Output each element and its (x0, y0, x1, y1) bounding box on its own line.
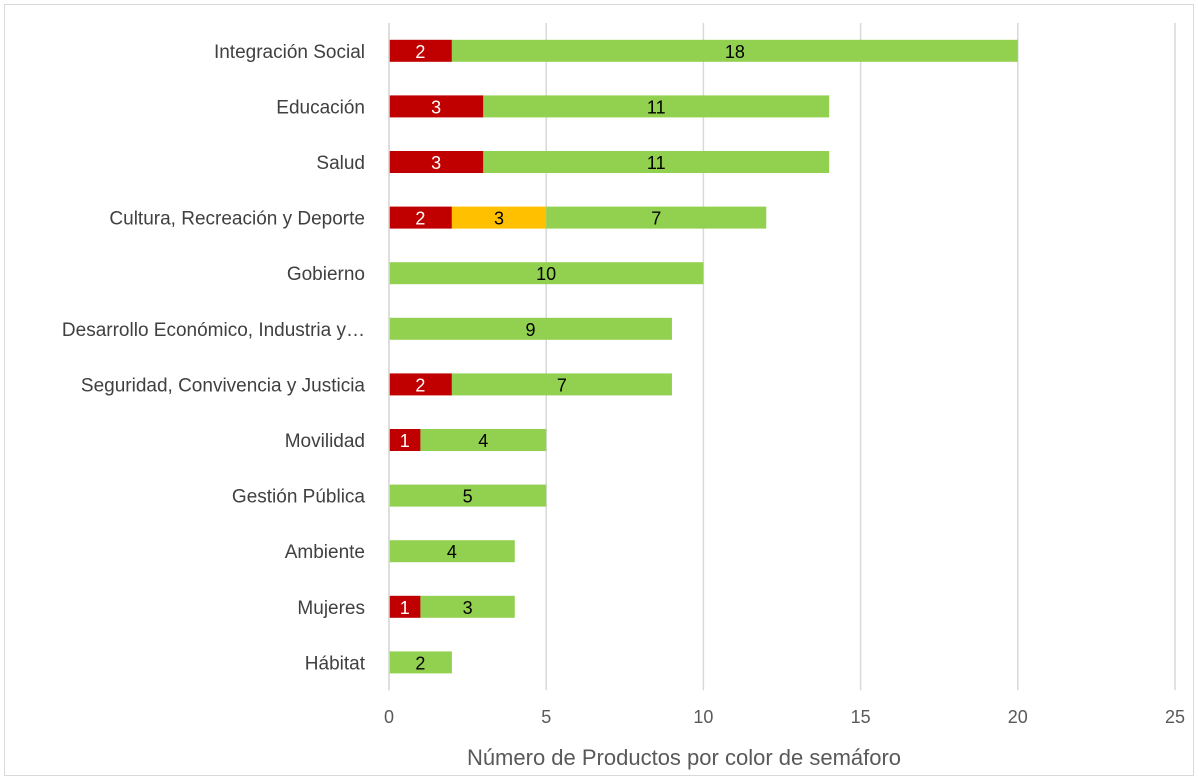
data-label: 2 (415, 209, 425, 229)
bar-segment (451, 373, 672, 396)
bar-segment (389, 206, 452, 229)
bar-row: 5 (389, 484, 547, 507)
x-tick-label: 10 (693, 707, 713, 727)
data-label: 2 (415, 375, 425, 395)
category-label: Salud (316, 153, 365, 174)
data-label: 7 (557, 375, 567, 395)
category-label: Integración Social (214, 42, 365, 63)
category-label: Movilidad (285, 431, 365, 452)
x-tick-label: 0 (384, 707, 394, 727)
bar-segment (389, 484, 547, 507)
bar-segment (389, 595, 421, 618)
category-label: Mujeres (297, 598, 365, 619)
data-label: 1 (400, 431, 410, 451)
data-label: 11 (647, 153, 666, 173)
bar-segment (451, 206, 547, 229)
data-label: 3 (494, 209, 504, 229)
bar-row: 9 (389, 317, 672, 340)
bar-segment (389, 262, 704, 285)
data-label: 3 (463, 598, 473, 618)
category-label: Cultura, Recreación y Deporte (109, 209, 365, 230)
data-label: 2 (415, 653, 425, 673)
bar-row: 3 11 (389, 95, 830, 118)
bar-segment (420, 595, 515, 618)
category-label: Gestión Pública (232, 487, 366, 508)
bar-row: 2 18 (389, 39, 1018, 62)
bar-segment (546, 206, 767, 229)
category-label: Educación (276, 97, 365, 118)
x-tick-label: 15 (851, 707, 871, 727)
category-label: Seguridad, Convivencia y Justicia (81, 375, 366, 396)
bar-row: 10 (389, 262, 704, 285)
bar-segment (389, 540, 515, 563)
x-tick-label: 20 (1008, 707, 1028, 727)
bar-segment (389, 651, 452, 674)
data-label: 10 (536, 264, 556, 284)
bar-row: 4 (389, 540, 515, 563)
x-tick-label: 25 (1165, 707, 1185, 727)
x-tick-label: 5 (541, 707, 551, 727)
bar-segment (389, 95, 484, 118)
data-label: 5 (463, 487, 473, 507)
bar-segment (483, 151, 830, 173)
bar-segment (389, 39, 452, 62)
category-label: Desarrollo Económico, Industria y… (62, 320, 365, 341)
bar-row: 3 11 (389, 151, 830, 173)
data-label: 1 (400, 598, 410, 618)
data-label: 11 (647, 97, 666, 117)
data-label: 4 (447, 542, 457, 562)
bar-row: 2 (389, 651, 452, 674)
data-label: 7 (651, 209, 661, 229)
data-label: 3 (431, 153, 441, 173)
data-label: 9 (525, 320, 535, 340)
bar-segment (389, 151, 484, 173)
category-label: Gobierno (287, 264, 365, 285)
data-label: 3 (431, 97, 441, 117)
category-labels: Integración Social Educación Salud Cultura,… (62, 42, 366, 675)
data-label: 2 (415, 42, 425, 62)
chart-frame: 2 18 3 11 3 11 2 3 7 10 9 2 7 1 4 5 4 1 3 2 Integración Soc… (4, 4, 1194, 776)
bar-segment (389, 373, 452, 396)
bar-segment (420, 429, 547, 451)
bar-segment (389, 317, 672, 340)
category-label: Hábitat (305, 653, 366, 674)
bar-segment (389, 429, 421, 451)
gridlines (388, 23, 1176, 691)
bar-row: 2 3 7 (389, 206, 767, 229)
x-tick-labels: 0 5 10 15 20 25 (384, 707, 1185, 727)
bar-segment (451, 39, 1018, 62)
data-label: 4 (478, 431, 488, 451)
x-axis-title: Número de Productos por color de semáfor… (467, 745, 901, 770)
data-label: 18 (725, 42, 745, 62)
category-label: Ambiente (285, 542, 365, 563)
bar-segment (483, 95, 830, 118)
